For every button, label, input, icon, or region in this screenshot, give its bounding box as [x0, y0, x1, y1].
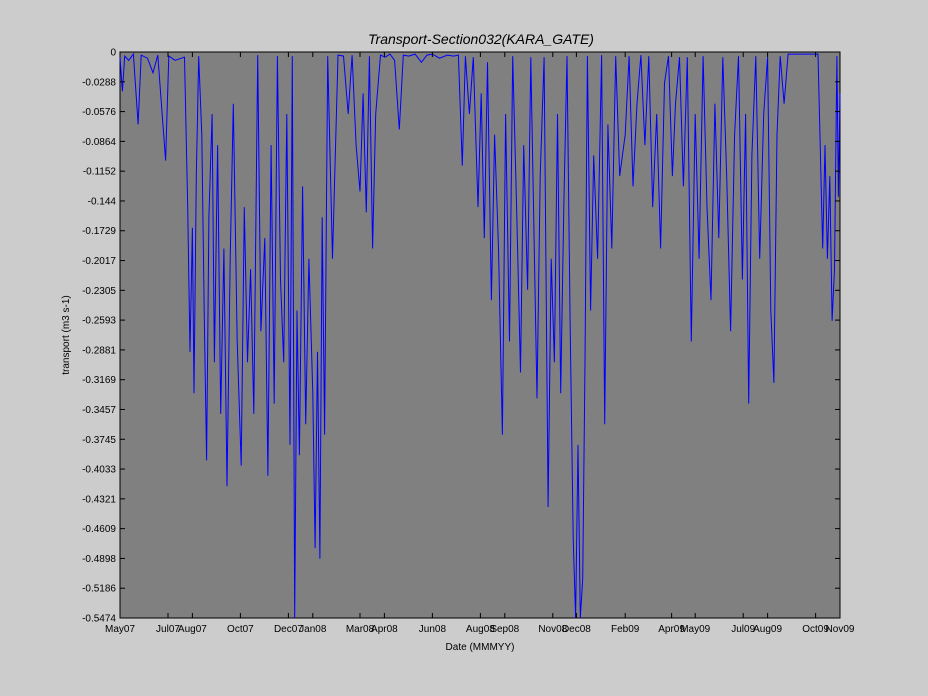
x-tick-label: Aug09: [753, 624, 782, 635]
chart-title: Transport-Section032(KARA_GATE): [368, 31, 594, 47]
y-tick-label: -0.0288: [82, 77, 116, 88]
x-tick-label: Jan08: [299, 624, 327, 635]
y-tick-label: -0.2593: [82, 316, 116, 327]
y-tick-label: -0.4898: [82, 554, 116, 565]
x-tick-label: Jun08: [419, 624, 447, 635]
y-tick-label: -0.3169: [82, 375, 116, 386]
x-tick-label: May09: [680, 624, 710, 635]
y-tick-label: -0.2881: [82, 345, 116, 356]
series-line: [119, 52, 841, 619]
series-group: [119, 52, 841, 619]
x-tick-label: Dec08: [562, 624, 591, 635]
y-tick-label: -0.144: [88, 196, 117, 207]
x-tick-label: Sep08: [490, 624, 519, 635]
x-tick-label: Aug08: [466, 624, 495, 635]
x-tick-label: Apr08: [371, 624, 398, 635]
x-tick-label: Mar08: [346, 624, 375, 635]
y-tick-label: -0.3457: [82, 405, 116, 416]
x-tick-label: Aug07: [178, 624, 207, 635]
y-tick-label: 0: [110, 48, 116, 59]
x-tick-label: May07: [105, 624, 135, 635]
x-axis-label: Date (MMMYY): [446, 642, 515, 653]
y-tick-label: -0.4321: [82, 494, 116, 505]
y-tick-label: -0.5474: [82, 614, 116, 625]
x-tick-label: Dec07: [274, 624, 303, 635]
y-tick-label: -0.4033: [82, 465, 116, 476]
y-tick-label: -0.1152: [83, 167, 117, 178]
y-tick-label: -0.5186: [82, 584, 116, 595]
x-tick-label: Feb09: [611, 624, 640, 635]
y-tick-label: -0.0576: [82, 107, 116, 118]
x-tick-label: Oct07: [227, 624, 254, 635]
x-tick-label: Nov08: [538, 624, 567, 635]
x-tick-label: Oct09: [802, 624, 829, 635]
x-tick-label: Jul07: [156, 624, 180, 635]
x-tick-label: Nov09: [826, 624, 855, 635]
y-tick-label: -0.1729: [82, 226, 116, 237]
y-tick-label: -0.3745: [82, 435, 116, 446]
x-tick-label: Jul09: [731, 624, 755, 635]
y-tick-label: -0.4609: [82, 524, 116, 535]
y-tick-label: -0.2017: [82, 256, 116, 267]
y-tick-label: -0.2305: [82, 286, 116, 297]
y-axis-label: transport (m3 s-1): [61, 295, 72, 374]
y-tick-label: -0.0864: [82, 137, 116, 148]
x-tick-label: Apr09: [658, 624, 685, 635]
y-axis: 0 -0.0288 -0.0576 -0.0864 -0.1152 -0.144 -0.17…: [82, 48, 840, 625]
